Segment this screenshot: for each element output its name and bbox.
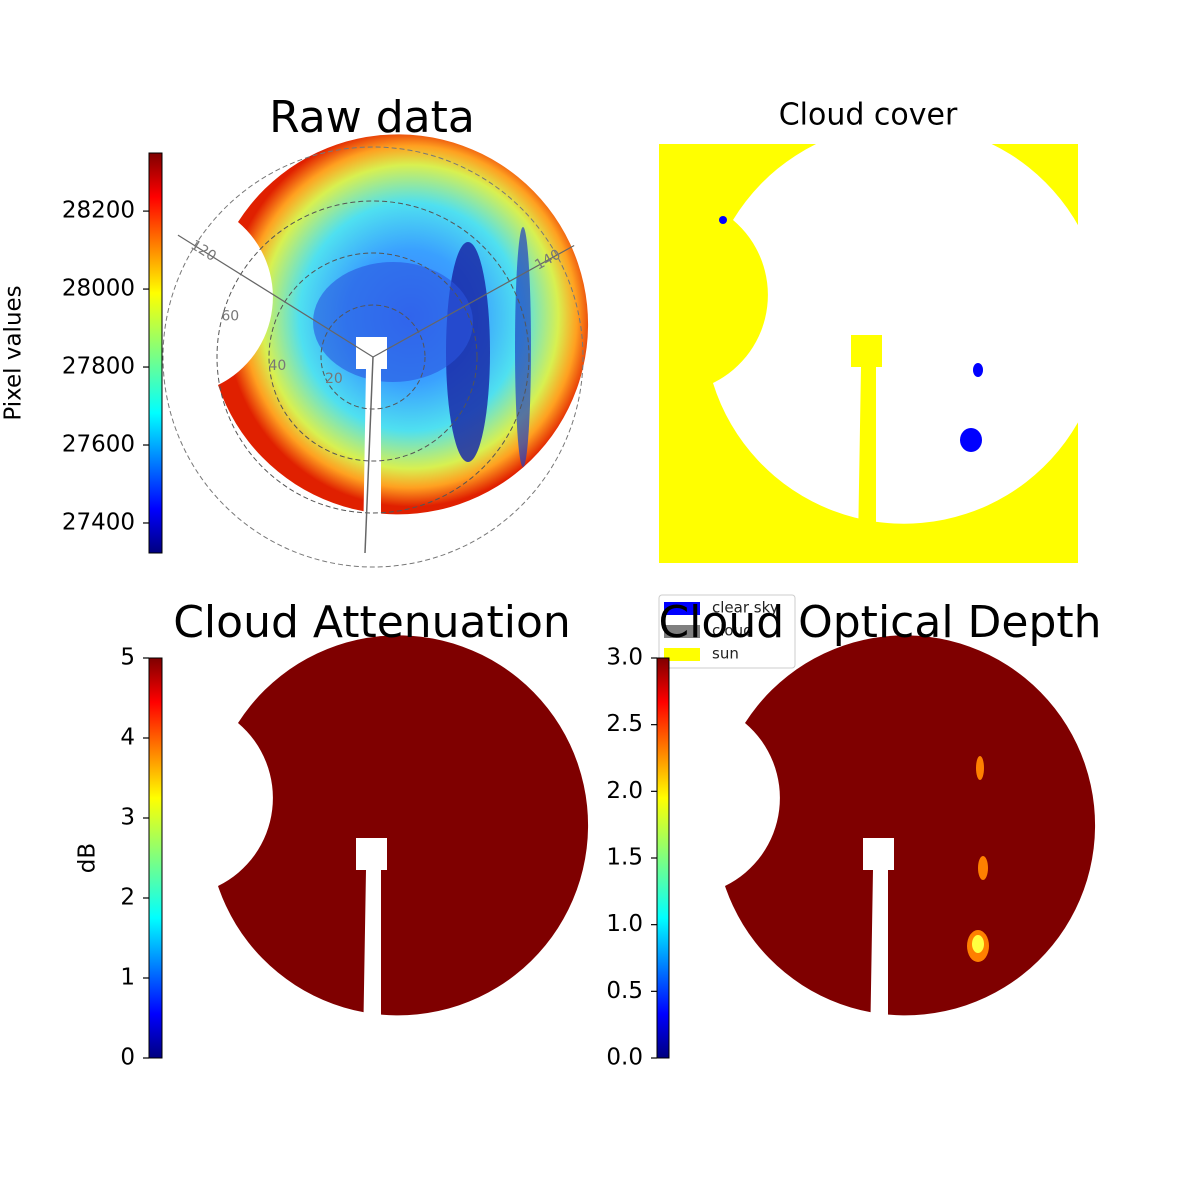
colorbar [656, 657, 670, 1059]
panel-title: Cloud Optical Depth [658, 597, 1101, 648]
colorbar-tick-label: 3 [120, 805, 135, 831]
legend-label: cloud [712, 622, 753, 640]
colorbar-tick-label: 2 [120, 885, 135, 911]
legend-swatch [664, 602, 700, 615]
colorbar-tick-label: 28200 [62, 198, 135, 224]
colorbar-tick-label: 5 [120, 645, 135, 671]
radial-grid [268, 252, 478, 462]
colorbar-label: Pixel values [1, 285, 27, 420]
radial-grid [216, 200, 530, 514]
radial-tick-label: 60 [221, 309, 239, 325]
colorbar [148, 657, 163, 1059]
radial-grid [320, 304, 426, 410]
colorbar-tick-label: 0 [120, 1045, 135, 1071]
colorbar-tick-label: 1.5 [606, 845, 643, 871]
colorbar-tick-label: 2.5 [606, 711, 643, 737]
sky-disk [725, 635, 1096, 1016]
colorbar-tick-label: 27400 [62, 509, 135, 535]
cloud-patch [978, 856, 988, 880]
sun-shade [356, 337, 387, 547]
mast [364, 356, 374, 554]
azimuth-tick-label: 120 [188, 237, 219, 265]
colorbar [148, 152, 163, 554]
colorbar-tick-label: 2.0 [606, 778, 643, 804]
colorbar-tick-label: 0.0 [606, 1045, 643, 1071]
legend-swatch [664, 625, 700, 638]
radial-tick-label: 40 [268, 358, 286, 374]
radial-tick-label: 20 [325, 371, 343, 387]
legend-label: clear sky [712, 599, 779, 617]
sky-disk [713, 123, 1105, 524]
colorbar-tick-label: 28000 [62, 276, 135, 302]
sun-shade [356, 838, 387, 1048]
colorbar-tick-label: 27800 [62, 354, 135, 380]
colorbar-tick-label: 3.0 [606, 645, 643, 671]
sun-shade [863, 838, 894, 1048]
colorbar-tick-label: 0.5 [606, 978, 643, 1004]
azimuth-line [177, 234, 374, 358]
sun-shade [851, 335, 882, 545]
panel-title: Raw data [269, 92, 475, 143]
colorbar-tick-label: 4 [120, 725, 135, 751]
cloud-core [972, 935, 984, 953]
colorbar-tick-label: 27600 [62, 432, 135, 458]
azimuth-line [372, 244, 575, 358]
cloud-band [515, 227, 531, 467]
cloud-patch [976, 756, 984, 780]
clear-sky-patch [973, 363, 983, 377]
cloud-area [313, 262, 473, 382]
clear-sky-patch [960, 428, 982, 452]
legend-swatch [664, 648, 700, 661]
panel-title: Cloud cover [779, 98, 958, 133]
sky-disk [218, 635, 589, 1016]
outer-grid [162, 146, 584, 568]
legend-label: sun [712, 645, 739, 663]
clear-sky-patch [719, 216, 727, 224]
colorbar-tick-label: 1 [120, 965, 135, 991]
colorbar-tick-label: 1.0 [606, 911, 643, 937]
colorbar-label: dB [75, 843, 101, 873]
panel-title: Cloud Attenuation [173, 597, 571, 648]
